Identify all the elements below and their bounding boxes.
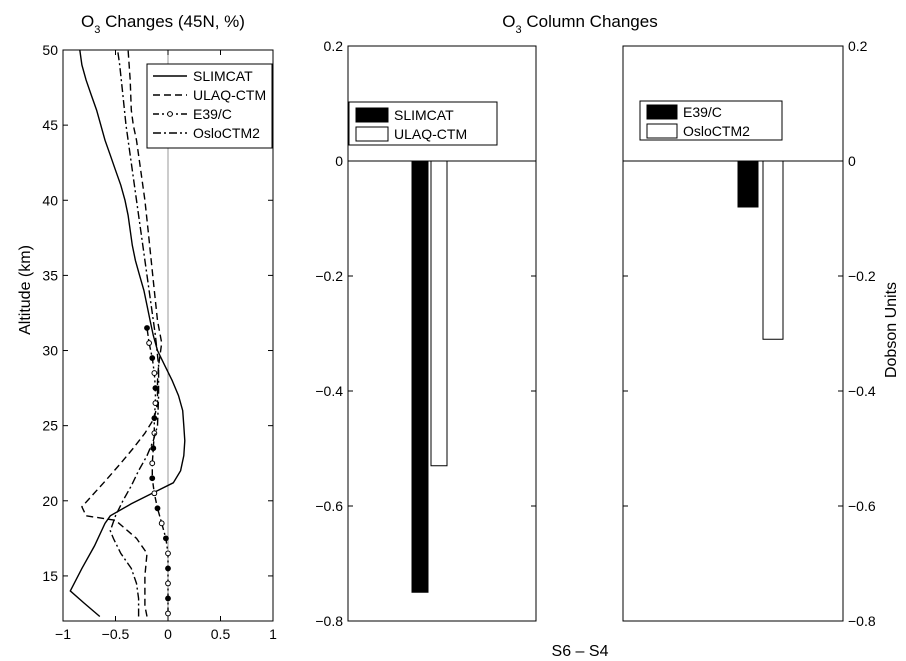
profile-y-axis-label: Altitude (km) [17, 245, 34, 335]
series-marker-e39-c [149, 475, 156, 482]
bar-ulaq-ctm [430, 160, 448, 467]
right-chart-title: O3 Column Changes [502, 12, 657, 36]
bar-e39-c [737, 160, 759, 208]
series-marker-e39-c [150, 445, 157, 452]
legend-label-ulaq-ctm: ULAQ-CTM [193, 87, 266, 103]
column-chart-2-y-tick-label: −0.2 [848, 268, 876, 284]
column-chart-1: −0.8 −0.6 −0.4 −0.2 0 0.2 SLIMCAT ULAQ-CTM [315, 38, 537, 629]
profile-x-tick-label: 1 [269, 626, 277, 642]
legend-swatch-slimcat [355, 107, 389, 123]
series-marker-e39-c [152, 385, 159, 391]
bottom-label: S6 – S4 [552, 643, 609, 660]
profile-x-tick-label: −0.5 [102, 626, 130, 642]
column-chart-1-ticks: −0.8 −0.6 −0.4 −0.2 0 0.2 [315, 38, 536, 629]
series-marker-e39-c [154, 505, 161, 512]
legend-label-e39-c: E39/C [193, 106, 232, 122]
series-marker-e39-c [165, 565, 171, 572]
column-chart-1-y-tick-label: −0.4 [315, 383, 343, 399]
series-marker-e39-c [149, 460, 156, 467]
profile-y-tick-label: 25 [42, 418, 58, 434]
column-chart-2-y-tick-label: −0.6 [848, 498, 876, 514]
column-chart-1-bars [411, 160, 448, 593]
profile-x-tick-label: 0 [164, 626, 172, 642]
series-marker-e39-c [158, 520, 165, 527]
profile-chart: Altitude (km) −1 −0.5 0 0.5 1 15 20 25 30 35 40 45 5… [17, 42, 277, 642]
column-chart-2-ticks: −0.8 −0.6 −0.4 −0.2 0 0.2 [623, 38, 876, 629]
column-chart-1-y-tick-label: −0.2 [315, 268, 343, 284]
series-marker-e39-c [144, 325, 150, 331]
series-line-e39-c [146, 327, 169, 614]
series-marker-e39-c [149, 355, 156, 361]
legend-label-ulaq-ctm: ULAQ-CTM [394, 126, 467, 142]
profile-x-tick-label: −1 [55, 626, 71, 642]
legend-swatch-e39-c [646, 104, 678, 120]
column-chart-1-legend: SLIMCAT ULAQ-CTM [348, 101, 498, 146]
series-marker-e39-c [152, 400, 159, 407]
series-marker-e39-c [151, 370, 158, 376]
column-chart-1-y-tick-label: −0.6 [315, 498, 343, 514]
series-marker-e39-c [151, 490, 158, 497]
column-chart-2-bars [737, 160, 784, 340]
legend-swatch-osloctm2 [646, 123, 678, 139]
legend-label-slimcat: SLIMCAT [193, 68, 253, 84]
legend-marker-e39-c [167, 111, 173, 117]
bar-osloctm2 [762, 160, 784, 340]
series-marker-e39-c [146, 340, 153, 346]
profile-x-tick-label: 0.5 [211, 626, 231, 642]
profile-y-tick-label: 15 [42, 568, 58, 584]
column-chart-2-y-tick-label: 0.2 [848, 38, 868, 54]
column-chart-1-y-tick-label: −0.8 [315, 613, 343, 629]
profile-y-tick-label: 40 [42, 192, 58, 208]
profile-y-tick-label: 20 [42, 493, 58, 509]
legend-label-osloctm2: OsloCTM2 [683, 123, 750, 139]
profile-series [69, 49, 186, 618]
column-chart-2-frame [622, 45, 844, 622]
profile-ticks: −1 −0.5 0 0.5 1 15 20 25 30 35 40 45 50 [42, 42, 277, 642]
profile-legend: SLIMCAT ULAQ-CTM E39/C OsloCTM2 [146, 63, 273, 149]
column-chart-2-y-tick-label: −0.4 [848, 383, 876, 399]
column-chart-1-y-tick-label: 0 [335, 153, 343, 169]
bar-slimcat [411, 160, 429, 593]
column-chart-2-legend: E39/C OsloCTM2 [639, 100, 783, 141]
series-marker-e39-c [165, 595, 171, 602]
legend-label-slimcat: SLIMCAT [394, 107, 454, 123]
profile-y-tick-label: 30 [42, 343, 58, 359]
column-chart-1-frame [347, 45, 537, 622]
legend-swatch-ulaq-ctm [355, 126, 389, 142]
series-marker-e39-c [163, 535, 169, 542]
profile-y-tick-label: 45 [42, 117, 58, 133]
series-marker-e39-c [165, 580, 171, 587]
legend-label-osloctm2: OsloCTM2 [193, 125, 260, 141]
column-chart-2-y-tick-label: 0 [848, 153, 856, 169]
profile-y-tick-label: 35 [42, 267, 58, 283]
dobson-units-label: Dobson Units [883, 282, 900, 378]
profile-y-tick-label: 50 [42, 42, 58, 58]
column-chart-2: Dobson Units −0.8 −0.6 −0.4 −0.2 0 0.2 E39/C O… [622, 38, 900, 629]
column-chart-2-y-tick-label: −0.8 [848, 613, 876, 629]
series-marker-e39-c [165, 610, 171, 617]
left-chart-title: O3 Changes (45N, %) [81, 12, 245, 36]
series-line-osloctm2 [109, 49, 160, 617]
profile-legend-box [146, 63, 273, 149]
series-marker-e39-c [165, 550, 171, 557]
legend-label-e39-c: E39/C [683, 104, 722, 120]
series-marker-e39-c [151, 415, 158, 422]
column-chart-1-y-tick-label: 0.2 [324, 38, 344, 54]
